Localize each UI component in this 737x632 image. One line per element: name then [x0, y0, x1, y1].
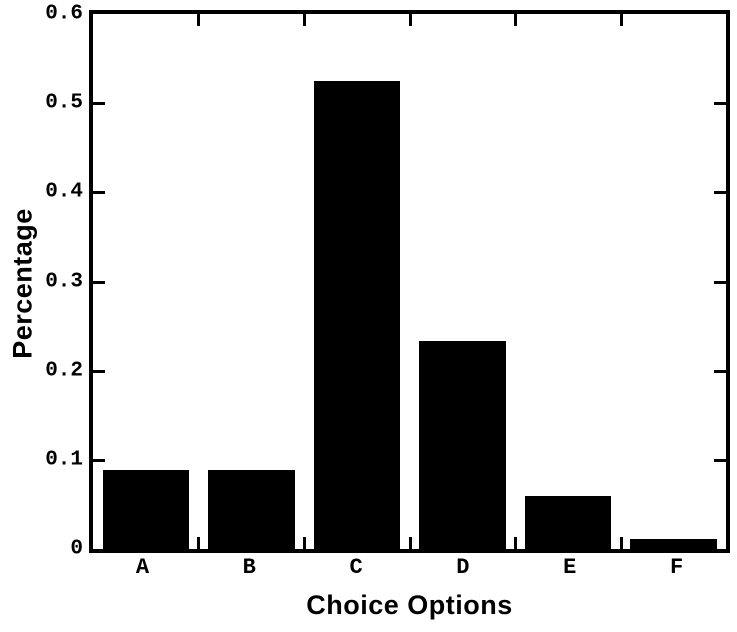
x-tick-bottom — [619, 537, 623, 549]
y-tick-right — [714, 280, 726, 284]
y-tick-label: 0.6 — [45, 2, 83, 26]
bar-series — [93, 14, 726, 549]
bar-slot-F — [621, 14, 727, 549]
x-tick-bottom — [302, 537, 306, 549]
y-tick-left — [93, 191, 105, 195]
bar-slot-D — [410, 14, 516, 549]
x-tick-bottom — [197, 537, 201, 549]
x-tick-top — [619, 14, 623, 26]
y-tick-label: 0.1 — [45, 448, 83, 472]
y-tick-right — [714, 458, 726, 462]
y-tick-right — [714, 369, 726, 373]
plot-area: 0 0.1 0.2 0.3 0.4 0.5 0.6 — [45, 3, 730, 561]
bar-slot-C — [304, 14, 410, 549]
bar-B — [208, 469, 295, 549]
x-tick-label-F: F — [669, 555, 684, 580]
x-tick-top — [197, 14, 201, 26]
y-tick-label: 0 — [70, 537, 83, 561]
x-tick-label-C: C — [349, 555, 363, 580]
x-tick-label-A: A — [135, 555, 150, 580]
y-tick-left — [93, 102, 105, 106]
y-tick-left — [93, 369, 105, 373]
x-tick-bottom — [408, 537, 412, 549]
bar-D — [419, 341, 506, 549]
x-tick-label-B: B — [242, 555, 256, 580]
bar-F — [630, 539, 717, 549]
y-tick-label: 0.2 — [45, 359, 83, 383]
x-tick-label-D: D — [456, 555, 470, 580]
bar-slot-E — [515, 14, 621, 549]
x-tick-label-E: E — [563, 555, 577, 580]
y-tick-right — [714, 191, 726, 195]
bar-slot-B — [199, 14, 305, 549]
x-tick-top — [513, 14, 517, 26]
x-tick-bottom — [513, 537, 517, 549]
y-tick-label: 0.3 — [45, 270, 83, 293]
bar-C — [313, 80, 400, 549]
y-tick-right — [714, 102, 726, 106]
x-tick-top — [302, 14, 306, 26]
y-tick-label: 0.5 — [45, 91, 83, 115]
y-tick-left — [93, 458, 105, 462]
y-tick-left — [93, 280, 105, 284]
x-tick-labels: A B C D E F — [89, 553, 730, 583]
y-axis-label: Percentage — [7, 208, 38, 359]
x-tick-top — [408, 14, 412, 26]
bar-E — [524, 496, 611, 549]
y-tick-label: 0.4 — [45, 180, 83, 204]
bar-A — [102, 469, 189, 549]
bar-slot-A — [93, 14, 199, 549]
x-axis-label: Choice Options — [306, 590, 513, 620]
